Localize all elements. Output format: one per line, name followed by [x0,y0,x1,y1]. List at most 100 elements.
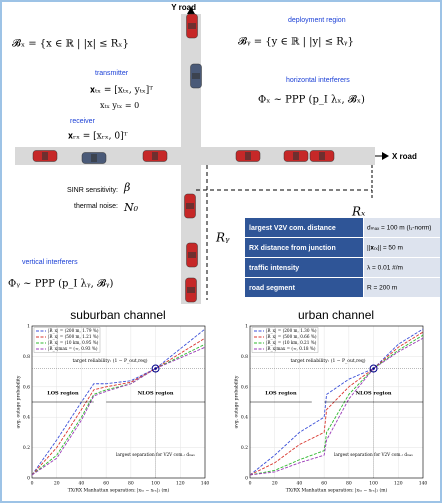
legend-label: |R_x| = (500 m, 1.21 %) [48,334,99,339]
legend-label: |R_x| = (200 m, 1.79 %) [48,328,99,333]
dmax-annotation: largest separation for V2V com.: dₘₐₓ [116,452,195,457]
x-arrow-head [382,152,389,160]
y-tick-label: 0 [27,476,30,482]
h-interferers-label: horizontal interferers [286,77,350,84]
car-window [42,152,48,160]
legend-label: |R_x|max = (∞, 0.93 %) [48,346,98,351]
x-tick-label: 140 [201,481,210,487]
x-tick-label: 40 [79,481,85,487]
y-tick-label: 1 [27,324,30,330]
by-formula: 𝓑ᵧ = {y ∈ ℝ | |y| ≤ Rᵧ} [238,36,354,48]
car-window [188,23,196,29]
target-dot [372,367,375,370]
y-tick-label: 0.8 [241,354,248,360]
los-label: LOS region [265,390,297,396]
car-window [192,73,200,79]
y-tick-label: 1 [245,324,248,330]
car-window [91,154,97,162]
noise-label: thermal noise: [74,203,118,210]
x-tick-label: 60 [321,481,327,487]
chart-title: suburban channel [70,308,165,322]
y-tick-label: 0.6 [241,384,248,390]
legend-label: |R_x| = (200 m, 1.30 %) [266,328,317,333]
los-label: LOS region [47,390,79,396]
ry-label: Rᵧ [215,231,230,245]
x-road-label: X road [392,152,417,161]
deployment-label: deployment region [288,17,346,24]
table-key-cell [245,218,363,237]
bx-formula: 𝓑ₓ = {x ∈ ℝ | |x| ≤ Rₓ} [12,38,129,50]
x-tick-label: 80 [128,481,134,487]
car-window [186,203,194,209]
series-line [249,328,424,476]
target-point [369,364,378,373]
series-line [31,337,206,476]
table-key: RX distance from junction [249,245,336,252]
x-tick-label: 80 [346,481,352,487]
y-tick-label: 0.4 [241,415,248,421]
table-value-cell [364,258,440,277]
cars [32,13,335,303]
table-value: dₘₐₓ = 100 m (l₁-norm) [367,225,431,232]
car-window [187,287,195,293]
target-point [151,364,160,373]
table-key-cell [245,278,363,297]
car-window [188,252,196,258]
table-value-cell [364,278,440,297]
table-value: λ = 0.01 #/m [367,265,403,272]
n0: N₀ [123,201,139,214]
table-key-cell [245,258,363,277]
series-line [249,334,424,476]
x-tick-label: 20 [54,481,60,487]
x-tick-label: 0 [249,481,252,487]
legend-label: |R_x|max = (∞, 0.18 %) [266,346,316,351]
parameter-table: largest V2V com. distance dₘₐₓ = 100 m (l… [245,218,440,297]
y-tick-label: 0.4 [23,415,30,421]
y-arrow-head [187,7,195,14]
legend-label: |R_x| = (10 km, 0.95 %) [48,340,99,345]
nlos-label: NLOS region [356,390,392,396]
y-road-label: Y road [171,3,196,12]
x-tick-label: 100 [151,481,160,487]
chart-title: urban channel [298,308,374,322]
dmax-annotation: largest separation for V2V com.: dₘₐₓ [334,452,413,457]
y-tick-label: 0.2 [241,445,248,451]
receiver-position: 𝐱ᵣₓ = [xᵣₓ, 0]ᵀ [68,132,128,142]
series-line [249,337,424,476]
legend-box [33,327,101,353]
legend-label: |R_x| = (10 km, 0.21 %) [266,340,317,345]
v-interferers-model: Φᵧ ~ PPP (p_I λᵧ, 𝓑ᵧ) [8,278,114,290]
x-tick-label: 0 [31,481,34,487]
y-tick-label: 0.2 [23,445,30,451]
series-line [249,331,424,476]
table-value-cell [364,238,440,257]
y-axis-label: avg. outage probability [234,375,240,428]
nlos-label: NLOS region [138,390,174,396]
x-tick-label: 120 [176,481,185,487]
y-axis-label: avg. outage probability [16,375,22,428]
table-key: traffic intensity [249,265,299,272]
x-tick-label: 20 [272,481,278,487]
table-key: road segment [249,285,296,292]
transmitter-constraint: xₜₓ yₜₓ = 0 [100,101,139,110]
target-annotation: target reliability: (1 − P_out,req) [290,357,365,364]
series-line [31,328,206,476]
x-tick-label: 100 [369,481,378,487]
h-interferers-model: Φₓ ~ PPP (p_I λₓ, 𝓑ₓ) [258,94,365,106]
x-tick-label: 40 [297,481,303,487]
table-value: ||𝐱ᵣₓ|| = 50 m [367,245,403,252]
x-tick-label: 120 [394,481,403,487]
table-value: R = 200 m [367,285,397,292]
rx-label: Rₓ [351,205,366,219]
v-interferers-label: vertical interferers [22,259,78,266]
car-window [293,152,299,160]
y-tick-label: 0.6 [23,384,30,390]
receiver-label: receiver [70,118,96,125]
y-tick-label: 0.8 [23,354,30,360]
target-annotation: target reliability: (1 − P_out,req) [72,357,147,364]
target-dot [154,367,157,370]
series-line [31,343,206,476]
table-value-cell [364,218,440,237]
car-window [152,152,158,160]
